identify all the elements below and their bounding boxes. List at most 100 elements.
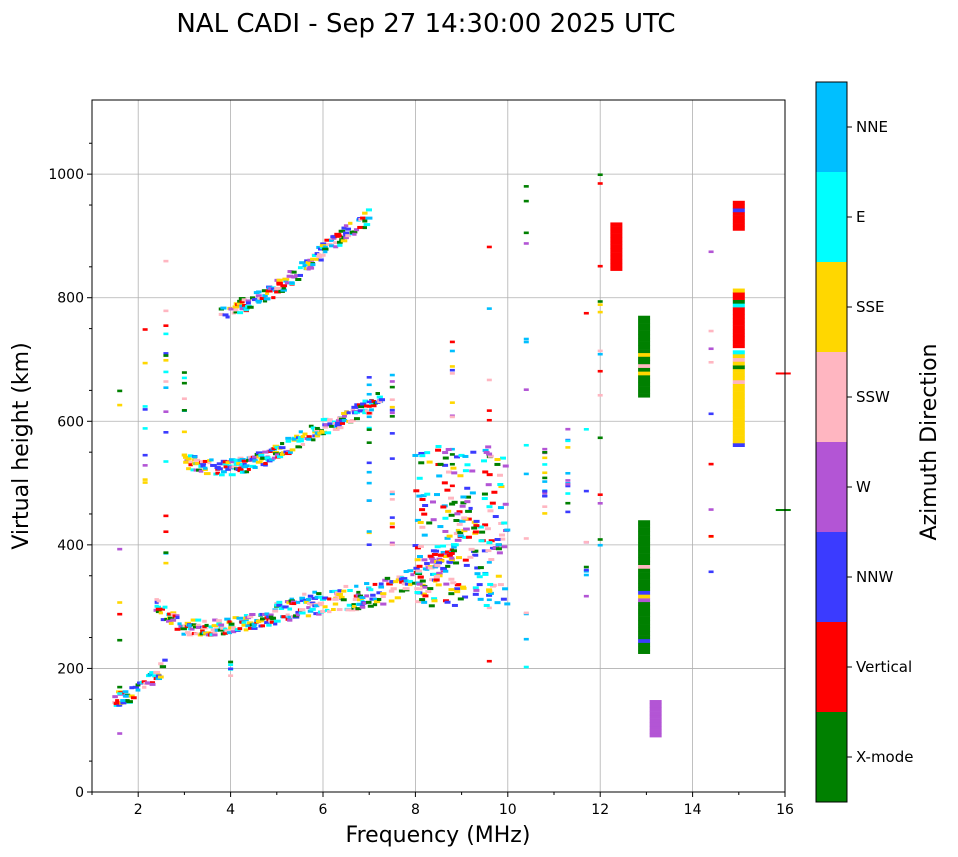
echo-mark	[312, 253, 318, 257]
echo-mark	[160, 618, 166, 622]
echo-mark	[252, 624, 257, 628]
y-tick-label: 800	[57, 291, 84, 307]
echo-mark	[115, 699, 120, 703]
echo-mark	[416, 555, 423, 559]
echo-mark	[442, 456, 449, 460]
echo-mark	[433, 578, 440, 582]
echo-mark	[153, 670, 161, 674]
echo-mark	[597, 303, 603, 306]
echo-mark	[229, 460, 235, 464]
echo-mark	[597, 352, 603, 356]
echo-mark	[457, 530, 464, 534]
echo-mark	[345, 227, 352, 231]
echo-mark	[395, 578, 400, 582]
echo-mark	[565, 471, 571, 475]
echo-mark	[454, 583, 461, 587]
echo-mark	[218, 473, 225, 477]
echo-mark	[486, 593, 493, 597]
echo-mark	[486, 606, 492, 610]
echo-mark	[306, 606, 311, 610]
echo-mark	[129, 686, 135, 690]
echo-mark	[412, 544, 419, 548]
echo-mark	[638, 586, 651, 591]
echo-mark	[449, 447, 455, 451]
echo-mark	[732, 354, 745, 359]
echo-mark	[458, 453, 465, 457]
echo-mark	[289, 281, 295, 285]
x-tick-label: 4	[226, 802, 235, 818]
echo-mark	[369, 402, 374, 406]
echo-mark	[732, 413, 745, 418]
echo-mark	[124, 694, 131, 698]
echo-mark	[287, 270, 293, 274]
echo-mark	[430, 518, 437, 522]
echo-mark	[454, 538, 462, 542]
echo-mark	[437, 462, 444, 466]
echo-mark	[273, 622, 278, 626]
echo-mark	[610, 252, 623, 257]
echo-mark	[363, 223, 371, 227]
echo-mark	[202, 466, 208, 470]
echo-mark	[366, 405, 372, 408]
echo-mark	[486, 452, 493, 456]
echo-mark	[355, 607, 362, 611]
echo-mark	[142, 361, 148, 365]
echo-mark	[460, 501, 467, 505]
echo-mark	[427, 566, 435, 570]
echo-mark	[352, 232, 357, 236]
echo-mark	[412, 453, 419, 457]
echo-mark	[610, 226, 623, 231]
echo-mark	[481, 492, 488, 496]
echo-mark	[359, 605, 366, 609]
echo-mark	[276, 603, 283, 607]
echo-mark	[708, 360, 714, 364]
echo-mark	[426, 460, 433, 464]
echo-mark	[449, 484, 455, 488]
echo-mark	[494, 458, 501, 462]
echo-mark	[431, 553, 438, 557]
echo-mark	[307, 594, 314, 598]
echo-mark	[306, 437, 313, 441]
echo-mark	[328, 238, 335, 242]
echo-mark	[523, 337, 529, 341]
echo-mark	[483, 603, 490, 607]
echo-mark	[366, 400, 372, 404]
echo-mark	[317, 253, 322, 257]
echo-mark	[158, 662, 164, 666]
echo-mark	[320, 253, 326, 257]
echo-mark	[418, 451, 425, 455]
colorbar-tick-label: SSE	[856, 298, 885, 316]
echo-mark	[481, 549, 488, 553]
echo-mark	[462, 595, 469, 599]
echo-mark	[501, 521, 508, 525]
echo-mark	[732, 357, 745, 362]
echo-mark	[212, 630, 218, 634]
echo-mark	[523, 665, 529, 669]
echo-mark	[337, 240, 343, 244]
echo-mark	[351, 230, 358, 234]
echo-mark	[456, 522, 463, 526]
echo-mark	[264, 621, 270, 625]
echo-mark	[445, 509, 452, 513]
echo-mark	[236, 616, 244, 620]
echo-mark	[117, 612, 123, 616]
echo-mark	[117, 389, 123, 393]
echo-mark	[353, 410, 361, 414]
echo-mark	[223, 627, 228, 631]
echo-mark	[444, 550, 451, 554]
echo-mark	[496, 551, 503, 555]
echo-mark	[732, 314, 745, 319]
echo-mark	[649, 729, 662, 734]
echo-mark	[445, 447, 452, 451]
echo-mark	[345, 608, 351, 612]
echo-mark	[241, 623, 247, 627]
echo-mark	[150, 681, 156, 685]
echo-mark	[468, 547, 475, 551]
echo-mark	[343, 584, 349, 588]
echo-mark	[314, 257, 320, 261]
echo-mark	[638, 356, 651, 361]
echo-mark	[334, 591, 341, 595]
colorbar-segment	[816, 82, 847, 172]
echo-mark	[649, 718, 662, 723]
echo-mark	[465, 517, 472, 521]
